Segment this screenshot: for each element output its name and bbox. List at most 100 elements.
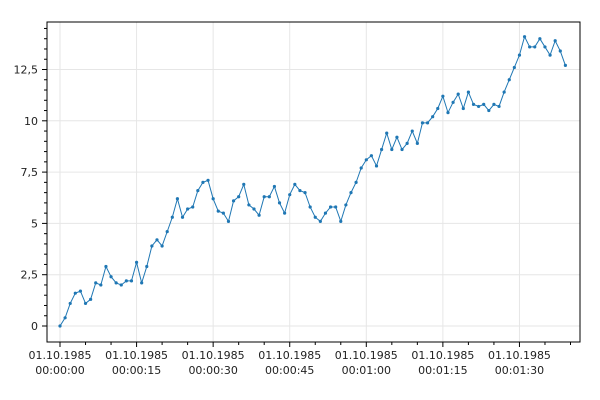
data-point bbox=[354, 180, 358, 184]
data-point bbox=[415, 141, 419, 145]
data-point bbox=[380, 147, 384, 152]
data-point bbox=[160, 244, 164, 248]
data-point bbox=[466, 90, 470, 94]
data-point bbox=[471, 102, 476, 106]
data-point bbox=[191, 205, 195, 209]
series-line bbox=[59, 35, 566, 327]
data-point bbox=[257, 213, 261, 217]
data-point bbox=[522, 35, 527, 39]
data-point bbox=[390, 147, 394, 152]
data-point bbox=[180, 215, 185, 219]
x-tick-label-time: 00:00:00 bbox=[35, 364, 84, 377]
data-point bbox=[73, 291, 77, 295]
data-point bbox=[487, 108, 491, 113]
data-point bbox=[272, 184, 277, 189]
x-tick-label-date: 01.10.1985 bbox=[105, 349, 168, 362]
data-point bbox=[186, 207, 190, 211]
data-point bbox=[528, 45, 532, 49]
data-point bbox=[124, 279, 128, 283]
data-point bbox=[497, 104, 501, 109]
data-point bbox=[145, 264, 149, 269]
data-point bbox=[109, 275, 113, 279]
x-tick-label-time: 00:00:45 bbox=[265, 364, 314, 377]
data-point bbox=[359, 166, 363, 170]
data-point bbox=[89, 297, 93, 301]
x-tick-label-time: 00:00:15 bbox=[112, 364, 161, 377]
data-point bbox=[119, 283, 123, 287]
data-point bbox=[538, 37, 542, 41]
data-point bbox=[369, 154, 374, 158]
data-point bbox=[140, 281, 144, 285]
data-point bbox=[548, 53, 552, 57]
x-tick-label-date: 01.10.1985 bbox=[182, 349, 245, 362]
x-tick-label-date: 01.10.1985 bbox=[488, 349, 551, 362]
data-point bbox=[252, 207, 256, 211]
data-point bbox=[502, 90, 506, 94]
y-tick-label: 2,5 bbox=[21, 269, 39, 282]
data-point bbox=[206, 178, 210, 182]
data-point bbox=[216, 209, 220, 213]
data-point bbox=[165, 230, 169, 234]
data-point bbox=[267, 195, 271, 199]
data-point bbox=[431, 115, 435, 119]
y-tick-label: 5 bbox=[31, 217, 38, 230]
data-point bbox=[288, 193, 292, 197]
y-axis-ticks: 0 2,5 5 7,5 10 12,5 bbox=[14, 27, 47, 333]
data-point bbox=[94, 281, 98, 285]
data-point bbox=[134, 260, 139, 264]
x-tick-label-time: 00:01:15 bbox=[418, 364, 467, 377]
x-tick-label-date: 01.10.1985 bbox=[335, 349, 398, 362]
data-point bbox=[247, 203, 251, 207]
data-point bbox=[533, 45, 537, 49]
data-point bbox=[436, 106, 440, 111]
data-point bbox=[313, 215, 317, 219]
data-point bbox=[553, 39, 557, 43]
x-tick-label-time: 00:00:30 bbox=[188, 364, 237, 377]
data-point bbox=[400, 147, 404, 152]
data-point bbox=[456, 92, 460, 96]
data-point bbox=[512, 65, 516, 70]
y-tick-label: 7,5 bbox=[21, 166, 39, 179]
data-point bbox=[170, 215, 174, 219]
data-point bbox=[221, 211, 225, 215]
data-point bbox=[334, 205, 338, 209]
data-point bbox=[99, 283, 103, 287]
data-point bbox=[104, 264, 108, 269]
data-point bbox=[425, 121, 430, 125]
data-point bbox=[517, 53, 522, 57]
data-point bbox=[492, 102, 496, 106]
data-point bbox=[420, 121, 425, 125]
data-point bbox=[410, 129, 414, 133]
data-point bbox=[277, 201, 282, 205]
data-point bbox=[328, 205, 333, 209]
data-point bbox=[441, 94, 445, 98]
grid bbox=[47, 22, 580, 342]
data-point bbox=[446, 110, 450, 115]
x-tick-label-time: 00:01:30 bbox=[495, 364, 544, 377]
data-point bbox=[68, 301, 72, 306]
data-point bbox=[385, 131, 389, 135]
data-point bbox=[226, 219, 231, 223]
x-tick-label-date: 01.10.1985 bbox=[411, 349, 474, 362]
data-point bbox=[78, 289, 83, 293]
data-point bbox=[242, 182, 246, 187]
data-point bbox=[303, 191, 307, 195]
data-point bbox=[323, 211, 328, 215]
x-axis-ticks: 01.10.1985 00:00:00 01.10.1985 00:00:15 01.1… bbox=[29, 342, 571, 377]
data-point bbox=[405, 141, 409, 145]
data-point bbox=[283, 211, 287, 215]
series-layer bbox=[58, 35, 567, 328]
data-point bbox=[563, 63, 567, 67]
data-point bbox=[339, 219, 343, 223]
x-tick-label-date: 01.10.1985 bbox=[258, 349, 321, 362]
data-point bbox=[196, 188, 200, 193]
data-point bbox=[482, 102, 486, 106]
data-point bbox=[63, 316, 67, 320]
data-point bbox=[374, 164, 379, 168]
data-point bbox=[349, 191, 353, 195]
data-point bbox=[201, 180, 205, 184]
data-point bbox=[477, 104, 481, 109]
x-tick-label-date: 01.10.1985 bbox=[29, 349, 92, 362]
data-point bbox=[262, 195, 266, 199]
